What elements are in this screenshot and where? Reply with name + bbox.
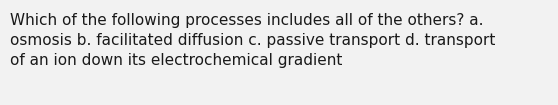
Text: Which of the following processes includes all of the others? a.
osmosis b. facil: Which of the following processes include…: [10, 13, 496, 68]
